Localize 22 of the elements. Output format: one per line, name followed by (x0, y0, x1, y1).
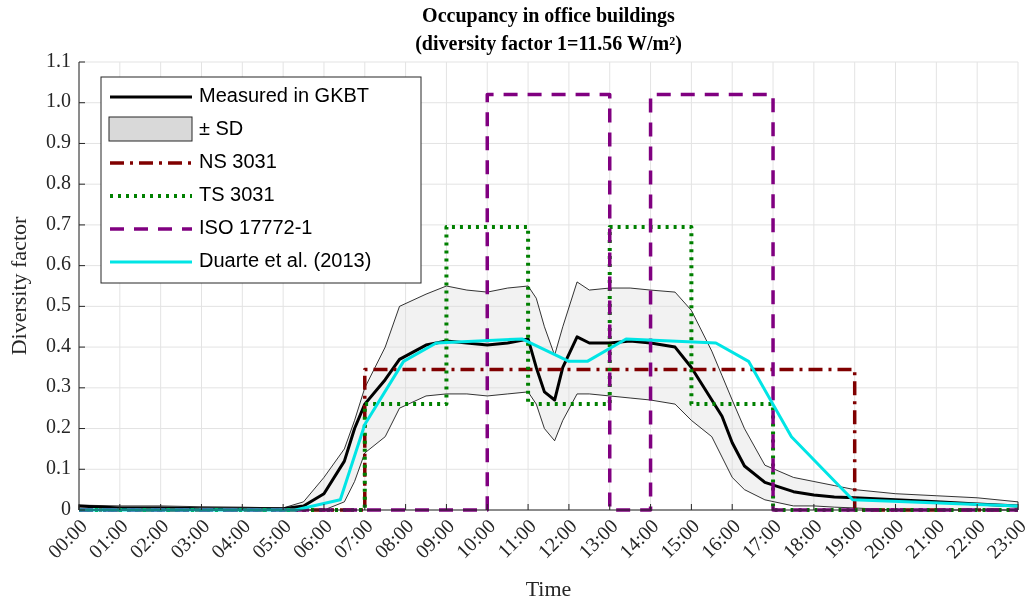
legend-label: ± SD (199, 117, 244, 140)
y-axis-title: Diversity factor (6, 215, 31, 356)
y-tick-label: 1.1 (46, 48, 71, 71)
y-tick-label: 0.3 (46, 374, 71, 397)
x-axis-title: Time (525, 576, 572, 601)
y-tick-label: 0.1 (46, 455, 71, 478)
y-tick-label: 0.2 (46, 415, 71, 438)
y-tick-label: 0 (61, 496, 71, 519)
y-tick-label: 0.9 (46, 130, 71, 153)
legend-label: Measured in GKBT (199, 84, 370, 107)
y-tick-label: 1.0 (46, 89, 71, 112)
y-tick-label: 0.5 (46, 292, 71, 315)
legend-label: TS 3031 (199, 183, 275, 206)
y-tick-label: 0.7 (46, 211, 71, 234)
y-tick-label: 0.8 (46, 170, 71, 193)
legend-label: Duarte et al. (2013) (199, 249, 372, 272)
chart-title: Occupancy in office buildings (422, 4, 676, 27)
legend-label: ISO 17772-1 (199, 216, 313, 239)
legend-label: NS 3031 (199, 150, 277, 173)
chart-subtitle: (diversity factor 1=11.56 W/m²) (415, 32, 682, 55)
y-tick-label: 0.4 (46, 333, 71, 356)
y-tick-label: 0.6 (46, 252, 71, 275)
